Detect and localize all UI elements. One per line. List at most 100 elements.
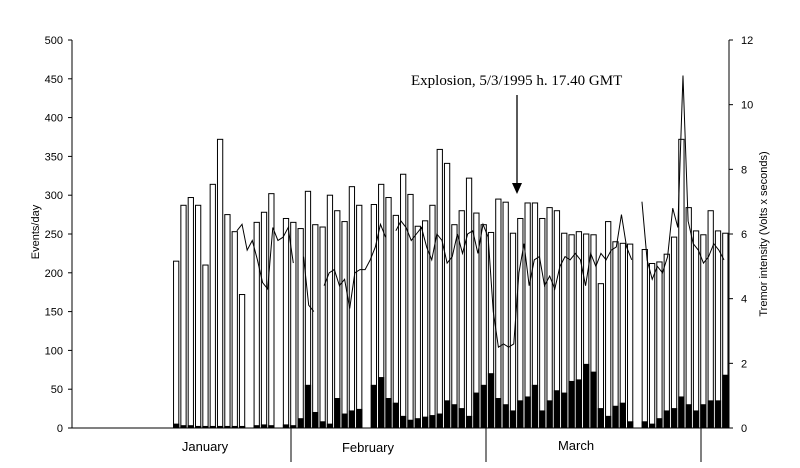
bar-dark [575,379,583,429]
tremor-line-segment [395,214,633,349]
bar-total [282,217,290,429]
bar-total [421,220,429,429]
bar-total [187,197,194,429]
bar-total [670,236,678,429]
tremor-line-segment [641,75,725,281]
bar-dark [414,418,421,429]
bar-dark [480,384,487,429]
bar-dark [443,400,451,429]
y2-tick-label: 0 [741,423,747,435]
bar-total [546,207,553,429]
y-tick-label: 400 [45,113,63,125]
bar-total [173,260,180,429]
bar-total [692,230,700,429]
bar-dark [597,408,604,429]
y-axis-left-ticks: 0 50 100 150 200 250 300 350 400 450 500 [45,35,73,435]
bar-dark [539,410,546,429]
y2-tick-label: 6 [741,229,747,241]
y2-tick-label: 8 [741,164,747,176]
bar-total [231,231,238,429]
bar-dark [656,418,663,429]
bar-dark [517,400,524,429]
bar-total [524,202,531,429]
bar-total [326,194,334,429]
bar-total [656,261,663,429]
bar-total [297,228,304,429]
bar-dark [400,415,407,429]
bar-total [663,253,670,429]
bar-dark [341,413,348,429]
bar-dark [407,419,414,429]
bar-total [392,214,399,429]
bar-total [436,148,443,429]
bar-total [429,204,436,429]
bar-dark [619,402,626,429]
bar-total [334,210,341,429]
bar-dark [531,384,539,429]
bar-total [216,138,224,429]
bar-dark [700,404,707,429]
tremor-line-segment [323,222,387,309]
line-series [236,75,725,349]
bar-dark [392,402,399,429]
bar-dark [568,380,575,429]
bar-dark [692,410,700,429]
bar-dark [553,390,561,429]
bar-dark [312,411,319,429]
bar-dark [648,423,656,429]
bar-dark [546,400,553,429]
bar-dark [458,408,465,429]
bar-total [641,249,648,429]
y-tick-label: 200 [45,268,63,280]
tremor-line-segment [236,223,294,291]
bar-total [253,221,260,429]
bar-total [407,193,414,429]
bar-total [312,224,319,429]
bar-total [180,204,187,429]
y-tick-label: 150 [45,307,63,319]
month-label-february: February [342,440,395,455]
bar-dark [304,384,312,429]
bar-dark [465,415,473,429]
bar-total [627,243,634,429]
month-label-january: January [182,439,229,454]
annotation-arrow [512,95,522,194]
y-axis-left-label: Events/day [30,204,42,259]
bar-dark [670,408,678,429]
bar-dark [685,404,692,429]
y-tick-label: 0 [57,423,63,435]
bar-total [495,198,502,429]
y-tick-label: 250 [45,229,63,241]
y-axis-right-ticks: 0 2 4 6 8 10 12 [729,35,753,435]
bar-total [209,183,216,429]
bar-dark [473,392,480,429]
bar-dark [714,400,722,429]
bar-dark [326,423,334,429]
y-tick-label: 300 [45,190,63,202]
bar-total [356,204,363,429]
bar-total [648,262,656,429]
bar-total [597,283,604,429]
bar-total [341,221,348,429]
y-axis-right-label: Tremor intensity (Volts x seconds) [758,151,770,316]
bar-dark [297,418,304,429]
bar-dark [605,415,612,429]
y2-tick-label: 12 [741,35,753,47]
bar-dark [707,400,714,429]
bar-dark [561,392,568,429]
y-tick-label: 500 [45,35,63,47]
bar-total [619,242,626,429]
y2-tick-label: 4 [741,294,747,306]
bar-dark [378,377,385,429]
bar-total [224,214,231,429]
bar-dark [385,398,392,429]
bar-dark [627,421,634,429]
bar-dark [495,398,502,429]
bar-dark [509,410,517,429]
bar-dark [334,398,341,429]
bar-total [202,264,209,429]
bar-series [173,138,729,429]
bar-dark [678,396,685,429]
bar-total [685,207,692,429]
bar-total [502,201,509,429]
